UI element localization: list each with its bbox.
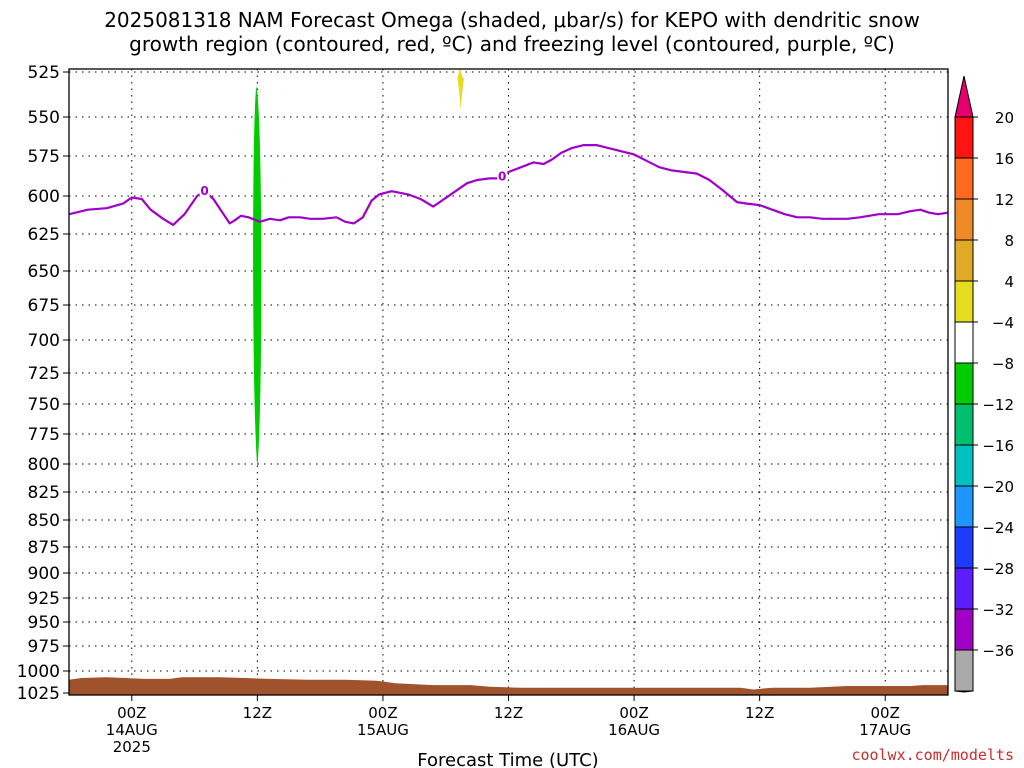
omega-shading-region	[253, 86, 262, 468]
x-tick-label: 15AUG	[357, 721, 409, 739]
title-line-1: 2025081318 NAM Forecast Omega (shaded, μ…	[104, 8, 920, 32]
y-tick-label: 700	[28, 331, 60, 351]
freezing-level-label-bg	[497, 168, 508, 183]
x-tick-label: 00Z	[368, 704, 397, 722]
colorbar-label: −32	[982, 601, 1014, 619]
colorbar-label: 16	[995, 150, 1014, 168]
y-tick-label: 625	[28, 225, 60, 245]
x-tick-label: 12Z	[745, 704, 774, 722]
x-tick-label: 12Z	[243, 704, 272, 722]
colorbar-label: −8	[992, 355, 1014, 373]
y-tick-label: 825	[28, 483, 60, 503]
colorbar-label: −24	[982, 519, 1014, 537]
x-tick-label: 17AUG	[859, 721, 911, 739]
colorbar-segment	[954, 567, 974, 610]
y-tick-label: 575	[28, 147, 60, 167]
colorbar-label: 4	[1004, 273, 1014, 291]
y-tick-label: 725	[28, 364, 60, 384]
title-line-2: growth region (contoured, red, ºC) and f…	[129, 32, 895, 56]
colorbar-segment	[954, 403, 974, 446]
colorbar-label: −4	[992, 314, 1014, 332]
colorbar-segment	[954, 608, 974, 651]
y-tick-label: 1025	[17, 684, 60, 704]
y-tick-label: 950	[28, 613, 60, 633]
y-tick-label: 800	[28, 455, 60, 475]
y-tick-label: 850	[28, 511, 60, 531]
colorbar-label: 12	[995, 191, 1014, 209]
freezing-level-line	[69, 144, 948, 226]
x-tick-label: 00Z	[619, 704, 648, 722]
x-tick-label: 00Z	[871, 704, 900, 722]
colorbar-segment	[954, 362, 974, 405]
y-tick-label: 875	[28, 538, 60, 558]
y-tick-label: 1000	[17, 662, 60, 682]
colorbar-label: −20	[982, 478, 1014, 496]
omega-shading-region	[456, 69, 465, 110]
colorbar-label: −16	[982, 437, 1014, 455]
y-tick-label: 650	[28, 262, 60, 282]
y-tick-label: 925	[28, 589, 60, 609]
colorbar-segment	[954, 444, 974, 487]
y-tick-label: 550	[28, 108, 60, 128]
credit-link[interactable]: coolwx.com/modelts	[851, 746, 1014, 764]
colorbar-segment	[954, 157, 974, 200]
y-tick-label: 525	[28, 63, 60, 83]
y-tick-label: 775	[28, 425, 60, 445]
x-tick-label: 00Z	[117, 704, 146, 722]
x-tick-label: 2025	[113, 738, 151, 756]
colorbar-bottom-arrow	[954, 690, 974, 693]
colorbar-segment	[954, 321, 974, 364]
y-tick-label: 750	[28, 395, 60, 415]
plot-content: 00	[69, 69, 948, 695]
colorbar-label: 20	[995, 109, 1014, 127]
colorbar-segment	[954, 239, 974, 282]
y-tick-label: 675	[28, 296, 60, 316]
grid-lines	[69, 69, 948, 695]
colorbar-label: −12	[982, 396, 1014, 414]
colorbar-top-arrow	[954, 75, 974, 118]
colorbar: 20 16 12 8 4 −4 −8 −12 −16 −20 −24 −28 −32 −36	[954, 75, 1014, 693]
terrain-fill	[69, 677, 948, 695]
colorbar-segment	[954, 649, 974, 692]
colorbar-segment	[954, 280, 974, 323]
colorbar-segment	[954, 526, 974, 569]
colorbar-label: −36	[982, 642, 1014, 660]
freezing-level-label: 0	[498, 170, 506, 184]
colorbar-label: −28	[982, 560, 1014, 578]
colorbar-segment	[954, 198, 974, 241]
x-tick-label: 16AUG	[608, 721, 660, 739]
colorbar-label: 8	[1004, 232, 1014, 250]
colorbar-segment	[954, 485, 974, 528]
y-tick-label: 975	[28, 637, 60, 657]
y-tick-label: 600	[28, 187, 60, 207]
x-axis-label: Forecast Time (UTC)	[417, 750, 598, 768]
x-tick-label: 12Z	[494, 704, 523, 722]
x-tick-label: 14AUG	[106, 721, 158, 739]
freezing-level-label: 0	[200, 184, 208, 198]
colorbar-segment	[954, 116, 974, 159]
chart-title: 2025081318 NAM Forecast Omega (shaded, μ…	[0, 8, 1024, 56]
freezing-level-label-bg	[199, 183, 210, 198]
y-tick-label: 900	[28, 564, 60, 584]
